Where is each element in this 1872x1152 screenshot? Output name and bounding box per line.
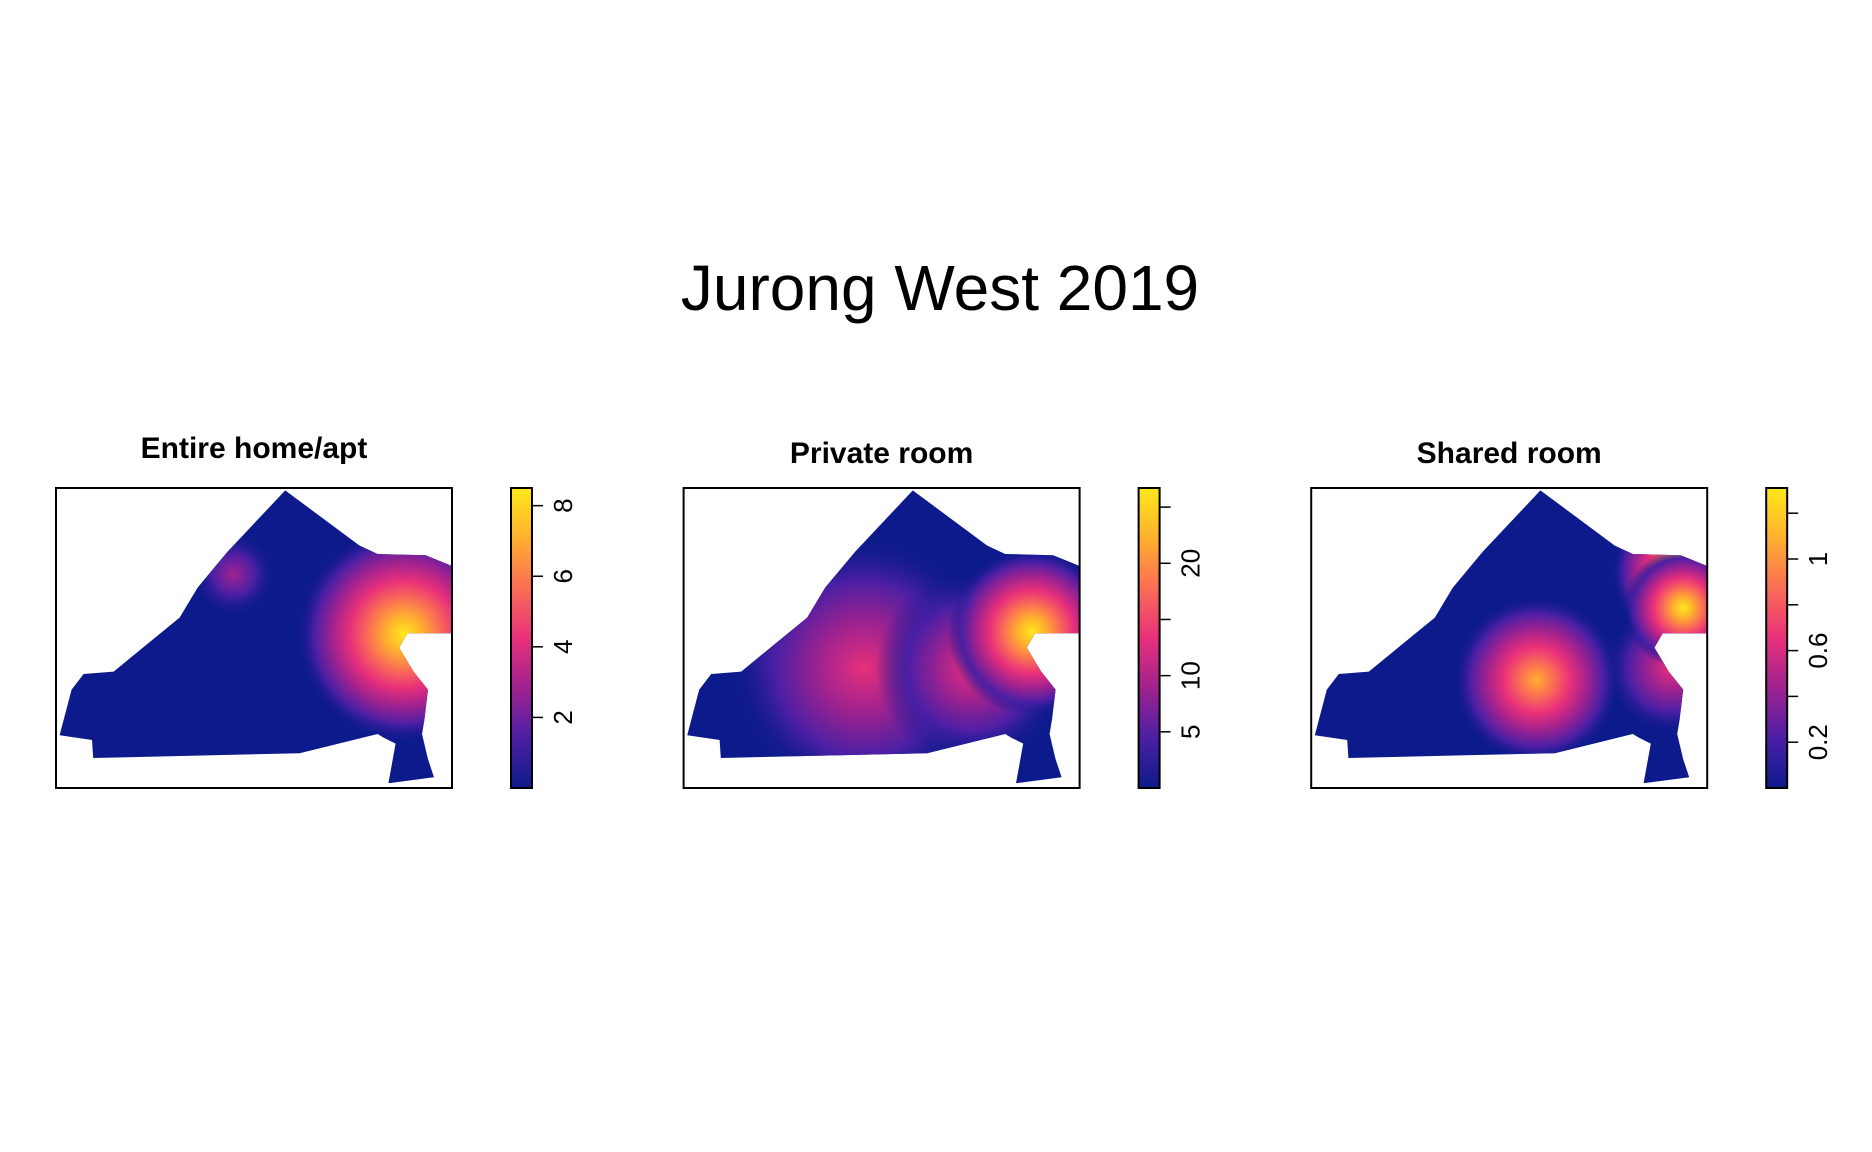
panel-title: Entire home/apt [141,432,368,465]
density-hotspot [191,532,276,617]
colorbar [1137,487,1161,789]
map [59,490,453,784]
map [1314,490,1708,784]
colorbar-tick-label: 0.6 [1803,633,1833,669]
colorbar [510,487,533,789]
colorbar-tick-label: 2 [548,710,578,724]
colorbar-tick-label: 6 [548,569,578,583]
colorbar-tick-label: 5 [1176,725,1206,739]
panel-frame [55,487,453,789]
panel-frame [682,487,1081,789]
colorbar-tick-label: 20 [1176,549,1206,578]
figure-title: Jurong West 2019 [681,252,1199,324]
density-hotspot [296,526,453,743]
colorbar [1765,487,1789,789]
density-hotspot [947,548,1080,717]
panel-title: Private room [790,437,973,470]
colorbar-tick-label: 0.2 [1803,724,1833,760]
map [687,490,1080,784]
density-hotspot [1623,548,1708,669]
density-hotspot [1452,596,1621,764]
colorbar-tick-label: 10 [1176,661,1206,690]
colorbar-tick-label: 8 [548,498,578,512]
panel-frame [1310,487,1709,789]
colorbar-tick-label: 4 [548,640,578,654]
colorbar-tick-label: 1 [1803,552,1833,566]
panel-title: Shared room [1417,437,1602,470]
